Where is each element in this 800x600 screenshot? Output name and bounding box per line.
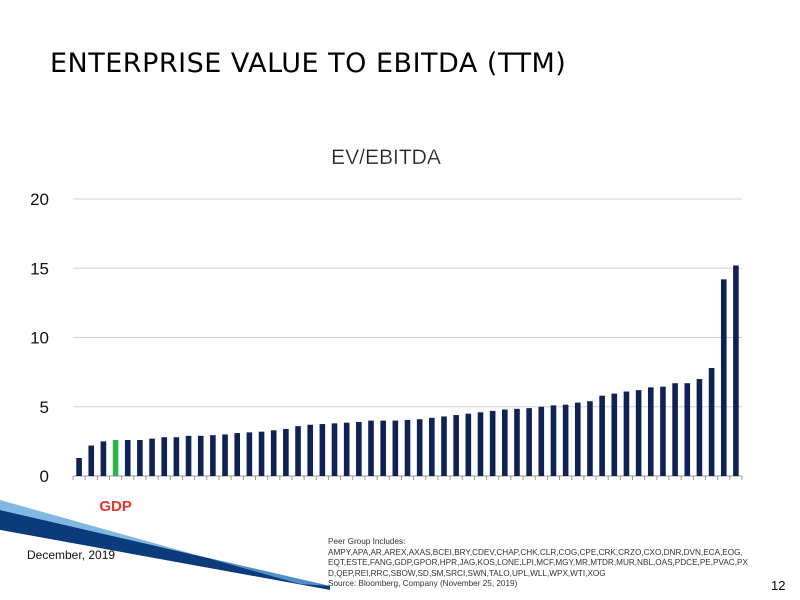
- bar: [489, 410, 496, 476]
- bar: [660, 386, 666, 476]
- bar: [137, 439, 143, 476]
- bar: [733, 265, 739, 476]
- peer-group-list: AMPY,APA,AR,AREX,AXAS,BCEI,BRY,CDEV,CHAP…: [328, 547, 748, 578]
- bar: [453, 415, 459, 476]
- bar: [477, 412, 484, 476]
- bar: [356, 421, 362, 476]
- bar: [611, 393, 618, 476]
- bar: [538, 406, 545, 476]
- bar-highlight: [112, 439, 119, 476]
- bar: [416, 419, 423, 476]
- peer-group-heading: Peer Group Includes:: [328, 537, 406, 546]
- bar: [441, 416, 447, 476]
- bar: [404, 419, 411, 476]
- page-number: 12: [771, 578, 786, 593]
- bar: [258, 431, 265, 476]
- bar: [234, 433, 241, 476]
- bar: [550, 405, 557, 476]
- bar: [526, 408, 532, 476]
- bar: [720, 279, 727, 476]
- y-tick-label: 15: [30, 259, 49, 278]
- bar: [635, 390, 642, 476]
- slide-title: ENTERPRISE VALUE TO EBITDA (TTM): [50, 48, 567, 79]
- chart-y-axis: 0 5 10 15 20: [30, 190, 743, 486]
- bar: [380, 420, 386, 476]
- bar: [514, 408, 520, 476]
- bar: [368, 420, 374, 476]
- bar: [210, 435, 216, 476]
- bar: [124, 439, 131, 476]
- bar: [307, 424, 313, 476]
- bar: [684, 383, 691, 476]
- bar: [149, 438, 155, 476]
- bar: [319, 424, 326, 476]
- swoosh-dark-band: [0, 510, 330, 590]
- bar: [392, 420, 399, 476]
- y-tick-label: 0: [40, 467, 49, 486]
- bar: [708, 367, 715, 476]
- bar: [599, 395, 605, 476]
- bar: [465, 413, 472, 476]
- bar: [246, 432, 253, 476]
- footer-swoosh-decoration: [0, 500, 330, 600]
- bar: [270, 430, 277, 476]
- bar: [161, 437, 168, 476]
- highlight-bar-label: GDP: [99, 498, 132, 515]
- bar: [343, 422, 350, 476]
- bar: [295, 426, 301, 476]
- bar: [574, 402, 581, 476]
- bar: [76, 458, 82, 476]
- source-note: Source: Bloomberg, Company (November 25,…: [328, 579, 518, 589]
- bar: [623, 391, 630, 476]
- bar: [587, 401, 593, 476]
- peer-group-footnote: Peer Group Includes: AMPY,APA,AR,AREX,AX…: [328, 537, 748, 590]
- bar: [696, 379, 703, 476]
- bar: [88, 445, 95, 476]
- bar: [100, 441, 107, 477]
- chart-title: EV/EBITDA: [331, 146, 441, 169]
- bar: [672, 383, 678, 476]
- bar: [429, 417, 435, 476]
- bar: [283, 428, 289, 476]
- y-tick-label: 5: [40, 398, 49, 417]
- bar: [222, 434, 228, 476]
- slide-date: December, 2019: [27, 548, 116, 562]
- bar: [502, 409, 508, 476]
- bar: [185, 435, 192, 476]
- bar: [173, 437, 180, 476]
- chart-bars: [76, 265, 739, 477]
- bar: [562, 404, 569, 476]
- bar: [647, 387, 654, 476]
- y-tick-label: 10: [30, 329, 49, 348]
- bar: [331, 423, 338, 476]
- bar: [197, 435, 204, 476]
- y-tick-label: 20: [30, 190, 49, 209]
- swoosh-fade-band: [0, 530, 330, 600]
